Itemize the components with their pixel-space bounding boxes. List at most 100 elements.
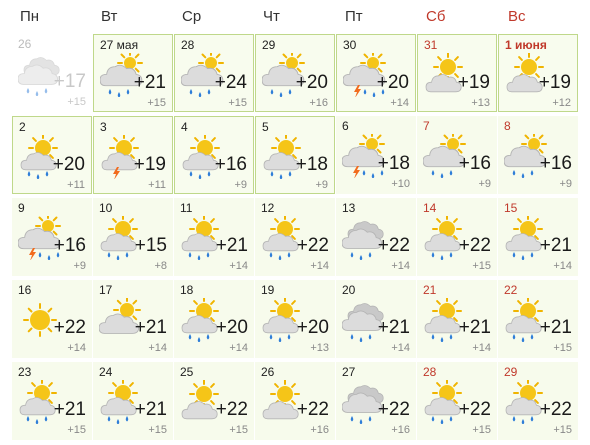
day-temp-max: +21 <box>377 317 410 338</box>
day-temp-max: +16 <box>539 153 572 174</box>
day-cell[interactable]: 19 +20 +13 <box>255 280 335 358</box>
sun-cloud-rain-icon <box>261 214 305 261</box>
day-date: 7 <box>423 119 430 133</box>
cloud-sun-storm-icon <box>17 213 62 261</box>
day-cell[interactable]: 8 +16 +9 <box>498 116 578 194</box>
cloud-sun-storm-icon <box>342 50 387 98</box>
day-temp-max: +17 <box>53 71 86 92</box>
day-date: 9 <box>18 201 25 215</box>
day-cell[interactable]: 31 +19 +13 <box>417 34 497 112</box>
day-cell[interactable]: 30 +20 +14 <box>336 34 416 112</box>
day-cell[interactable]: 6 +18 +10 <box>336 116 416 194</box>
night-temp-min: +15 <box>229 424 248 436</box>
night-temp-min: +10 <box>391 178 410 190</box>
night-temp-min: +15 <box>472 424 491 436</box>
day-date: 28 <box>423 365 437 379</box>
day-temp-max: +21 <box>215 235 248 256</box>
day-cell[interactable]: 21 +21 +14 <box>417 280 497 358</box>
day-date: 8 <box>504 119 511 133</box>
day-date: 21 <box>423 283 437 297</box>
day-cell[interactable]: 28 +22 +15 <box>417 362 497 440</box>
night-temp-min: +14 <box>229 342 248 354</box>
day-temp-max: +21 <box>539 235 572 256</box>
day-cell[interactable]: 27 +22 +16 <box>336 362 416 440</box>
weekday-label: Чт <box>263 8 280 25</box>
day-cell[interactable]: 24 +21 +15 <box>93 362 173 440</box>
day-temp-max: +18 <box>377 153 410 174</box>
day-cell[interactable]: 20 +21 +14 <box>336 280 416 358</box>
night-temp-min: +14 <box>553 260 572 272</box>
day-date: 31 <box>424 38 438 52</box>
sun-cloud-icon <box>424 52 468 97</box>
night-temp-min: +11 <box>148 179 166 191</box>
day-cell[interactable]: 26 +17 +15 <box>12 34 92 112</box>
cloud-sun-rain-icon <box>180 50 225 98</box>
cloud-rain-icon <box>341 298 386 343</box>
day-date: 30 <box>343 38 357 52</box>
day-cell[interactable]: 23 +21 +15 <box>12 362 92 440</box>
day-temp-max: +20 <box>52 154 85 175</box>
day-cell[interactable]: 22 +21 +15 <box>498 280 578 358</box>
day-temp-max: +19 <box>133 154 166 175</box>
day-temp-max: +24 <box>214 72 247 93</box>
night-temp-min: +14 <box>472 342 491 354</box>
day-cell[interactable]: 2 +20 +11 <box>12 116 92 194</box>
day-cell[interactable]: 14 +22 +15 <box>417 198 497 276</box>
day-cell[interactable]: 13 +22 +14 <box>336 198 416 276</box>
sun-cloud-rain-icon <box>18 378 62 425</box>
day-temp-max: +20 <box>215 317 248 338</box>
day-temp-max: +22 <box>296 235 329 256</box>
cloud-sun-rain-icon <box>503 131 548 179</box>
night-temp-min: +14 <box>148 342 167 354</box>
day-cell[interactable]: 17 +21 +14 <box>93 280 173 358</box>
day-temp-max: +20 <box>295 72 328 93</box>
weekday-label: Сб <box>426 8 446 25</box>
night-temp-min: +13 <box>471 97 490 109</box>
day-cell[interactable]: 25 +22 +15 <box>174 362 254 440</box>
day-temp-max: +22 <box>377 235 410 256</box>
day-cell[interactable]: 1 июня +19 +12 <box>498 34 578 112</box>
sun-cloud-rain-icon <box>262 133 306 180</box>
sun-cloud-icon <box>261 379 305 424</box>
day-temp-max: +22 <box>296 399 329 420</box>
day-cell[interactable]: 4 +16 +9 <box>174 116 254 194</box>
day-temp-max: +21 <box>458 317 491 338</box>
night-temp-min: +14 <box>390 97 409 109</box>
night-temp-min: +9 <box>478 178 491 190</box>
cloud-rain-icon <box>341 216 386 261</box>
day-cell[interactable]: 28 +24 +15 <box>174 34 254 112</box>
sun-cloud-icon <box>180 379 224 424</box>
day-cell[interactable]: 12 +22 +14 <box>255 198 335 276</box>
weekday-label: Ср <box>182 8 202 25</box>
weekday-label: Вт <box>101 8 118 25</box>
day-cell[interactable]: 9 +16 +9 <box>12 198 92 276</box>
day-date: 24 <box>99 365 113 379</box>
day-cell[interactable]: 10 +15 +8 <box>93 198 173 276</box>
sun-cloud-rain-icon <box>423 296 467 343</box>
day-cell[interactable]: 3 +19 +11 <box>93 116 173 194</box>
day-temp-max: +21 <box>134 399 167 420</box>
day-date: 12 <box>261 201 275 215</box>
day-date: 23 <box>18 365 32 379</box>
day-date: 18 <box>180 283 194 297</box>
day-cell[interactable]: 29 +22 +15 <box>498 362 578 440</box>
night-temp-min: +15 <box>472 260 491 272</box>
cloud-sun-rain-icon <box>422 131 467 179</box>
day-cell[interactable]: 7 +16 +9 <box>417 116 497 194</box>
weekday-label: Вс <box>508 8 526 25</box>
sun-cloud-rain-icon <box>181 133 225 180</box>
sun-cloud-rain-icon <box>504 296 548 343</box>
day-temp-max: +21 <box>539 317 572 338</box>
night-temp-min: +15 <box>148 424 167 436</box>
day-cell[interactable]: 29 +20 +16 <box>255 34 335 112</box>
night-temp-min: +9 <box>234 179 247 191</box>
day-cell[interactable]: 18 +20 +14 <box>174 280 254 358</box>
day-cell[interactable]: 16 +22 +14 <box>12 280 92 358</box>
day-cell[interactable]: 11 +21 +14 <box>174 198 254 276</box>
day-cell[interactable]: 27 мая +21 +15 <box>93 34 173 112</box>
night-temp-min: +15 <box>67 424 86 436</box>
sun-cloud-rain-icon <box>99 378 143 425</box>
day-cell[interactable]: 5 +18 +9 <box>255 116 335 194</box>
day-cell[interactable]: 15 +21 +14 <box>498 198 578 276</box>
day-cell[interactable]: 26 +22 +16 <box>255 362 335 440</box>
